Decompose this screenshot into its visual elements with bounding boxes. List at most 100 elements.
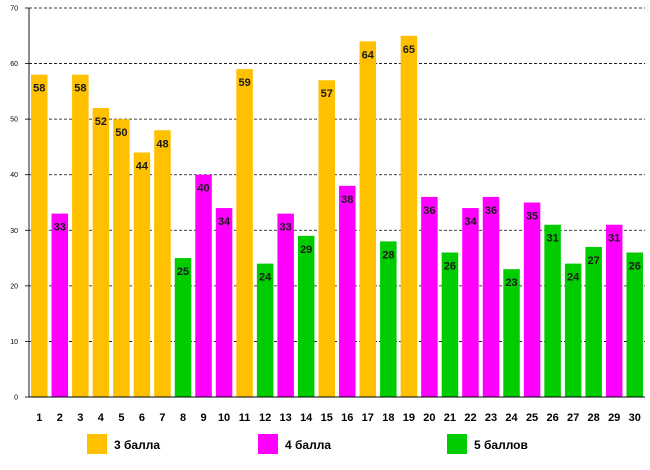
bar-5 — [113, 119, 130, 398]
bar-10 — [215, 208, 233, 397]
data-label-21: 26 — [444, 261, 456, 273]
data-label-16: 38 — [341, 194, 353, 206]
data-label-26: 31 — [546, 233, 558, 245]
data-label-22: 34 — [464, 216, 477, 228]
bar-3 — [72, 74, 89, 397]
x-tick-label-27: 27 — [567, 412, 579, 424]
data-label-19: 65 — [403, 44, 415, 56]
x-tick-label-7: 7 — [159, 412, 165, 424]
y-axis-ticks: 0 10 20 30 40 50 60 70 — [10, 6, 18, 402]
data-label-25: 35 — [526, 211, 538, 223]
x-tick-label-21: 21 — [444, 412, 456, 424]
bar-27 — [564, 263, 582, 397]
x-tick-label-15: 15 — [321, 412, 333, 424]
x-tick-label-18: 18 — [382, 412, 394, 424]
y-tick-label: 10 — [10, 339, 18, 346]
bars — [31, 35, 643, 398]
data-label-24: 23 — [505, 277, 517, 289]
bar-2 — [51, 213, 69, 397]
x-axis-ticks: 1 2 3 4 5 6 7 8 9 10 11 12 13 14 15 16 17 18 19 20 21 22 23 24 2… — [36, 412, 641, 424]
bar-15 — [318, 80, 335, 397]
bar-16 — [339, 185, 356, 397]
data-label-2: 33 — [54, 222, 66, 234]
x-tick-label-1: 1 — [36, 412, 42, 424]
bar-7 — [154, 130, 171, 397]
bar-25 — [523, 202, 541, 397]
bar-24 — [503, 269, 520, 397]
data-label-3: 58 — [74, 83, 86, 95]
x-tick-label-3: 3 — [77, 412, 83, 424]
data-label-29: 31 — [608, 233, 620, 245]
data-label-8: 25 — [177, 266, 189, 278]
x-tick-label-20: 20 — [423, 412, 435, 424]
y-tick-label: 40 — [10, 172, 18, 179]
gridlines — [29, 7, 645, 342]
data-label-10: 34 — [218, 216, 231, 228]
x-tick-label-10: 10 — [218, 412, 230, 424]
y-tick-label: 30 — [10, 228, 18, 235]
y-tick-label: 50 — [10, 117, 18, 124]
legend-swatch-3 — [87, 434, 107, 454]
legend-label-3: 3 балла — [114, 438, 160, 452]
y-tick-label: 0 — [14, 395, 18, 402]
data-label-20: 36 — [423, 205, 435, 217]
bar-1 — [31, 74, 48, 397]
bar-9 — [195, 174, 212, 397]
bar-14 — [297, 235, 315, 397]
x-tick-label-29: 29 — [608, 412, 620, 424]
x-tick-label-23: 23 — [485, 412, 497, 424]
data-label-4: 52 — [95, 116, 107, 128]
axes — [25, 7, 645, 398]
data-labels: 58 33 58 52 50 44 48 25 40 34 59 24 33 29 57 38 64 28 65 36… — [33, 44, 641, 289]
legend-swatch-4 — [258, 434, 278, 454]
bar-19 — [400, 35, 418, 398]
x-tick-label-25: 25 — [526, 412, 538, 424]
legend-label-4: 4 балла — [285, 438, 331, 452]
data-label-11: 59 — [238, 77, 250, 89]
bar-18 — [380, 241, 397, 397]
data-label-9: 40 — [197, 183, 209, 195]
y-tick-label: 20 — [10, 283, 18, 290]
data-label-28: 27 — [588, 255, 600, 267]
x-tick-label-5: 5 — [118, 412, 124, 424]
data-label-27: 24 — [567, 272, 580, 284]
data-label-12: 24 — [259, 272, 272, 284]
data-label-30: 26 — [629, 261, 641, 273]
data-label-5: 50 — [115, 127, 127, 139]
data-label-15: 57 — [321, 88, 333, 100]
x-tick-label-9: 9 — [200, 412, 206, 424]
bar-13 — [277, 213, 294, 397]
x-tick-label-28: 28 — [588, 412, 600, 424]
legend: 3 балла 4 балла 5 баллов — [87, 434, 528, 454]
data-label-13: 33 — [280, 222, 292, 234]
legend-swatch-5 — [447, 434, 467, 454]
x-tick-label-12: 12 — [259, 412, 271, 424]
data-label-18: 28 — [382, 249, 394, 261]
legend-label-5: 5 баллов — [474, 438, 528, 452]
bar-26 — [544, 224, 561, 397]
x-tick-label-17: 17 — [362, 412, 374, 424]
bar-4 — [92, 108, 110, 398]
x-tick-label-14: 14 — [300, 412, 313, 424]
data-label-23: 36 — [485, 205, 497, 217]
bar-21 — [441, 252, 459, 397]
x-tick-label-6: 6 — [139, 412, 145, 424]
bar-6 — [133, 152, 151, 397]
bar-20 — [421, 196, 438, 397]
x-tick-label-26: 26 — [546, 412, 558, 424]
y-tick-label: 70 — [10, 6, 18, 13]
data-label-1: 58 — [33, 83, 45, 95]
bar-30 — [626, 252, 643, 397]
x-tick-label-24: 24 — [505, 412, 518, 424]
x-tick-label-11: 11 — [239, 412, 251, 424]
x-tick-label-8: 8 — [180, 412, 186, 424]
x-tick-label-4: 4 — [98, 412, 105, 424]
x-tick-label-22: 22 — [464, 412, 476, 424]
bar-8 — [174, 258, 192, 397]
y-tick-label: 60 — [10, 61, 18, 68]
data-label-7: 48 — [156, 138, 168, 150]
x-tick-label-30: 30 — [629, 412, 641, 424]
bar-11 — [236, 69, 253, 397]
bar-28 — [585, 246, 602, 397]
